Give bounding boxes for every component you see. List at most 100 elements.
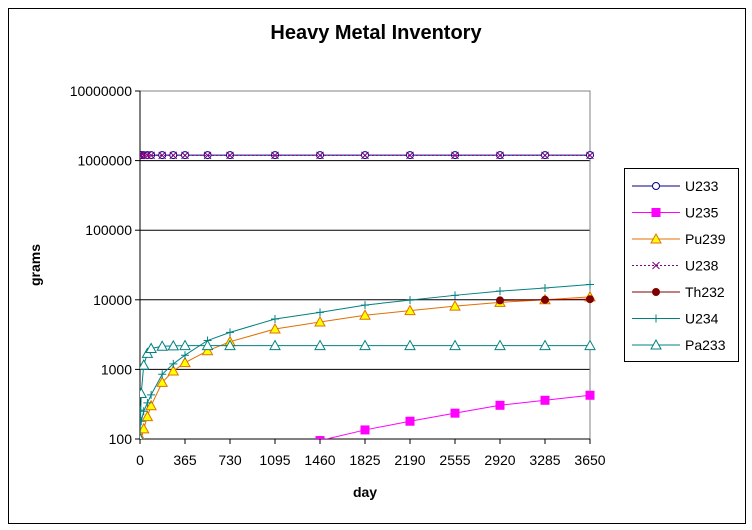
data-point-u238	[143, 151, 152, 160]
data-point-u234	[316, 308, 324, 317]
data-point-pa233	[539, 339, 551, 351]
data-point-pu239	[156, 376, 169, 387]
x-tick-label: 1825	[349, 452, 380, 468]
legend-item-u235: U235	[632, 205, 719, 221]
y-tick-label: 1000	[101, 361, 132, 377]
plot-frame	[139, 90, 591, 440]
data-point-pa233	[140, 432, 144, 439]
x-tick-label: 2920	[484, 452, 515, 468]
data-point-th232	[586, 295, 594, 304]
data-point-u238	[140, 151, 146, 160]
data-point-pa233	[224, 339, 236, 351]
series-line-u234	[140, 283, 591, 422]
y-tick-label: 100000	[85, 222, 132, 238]
chart-title: Heavy Metal Inventory	[270, 22, 482, 44]
legend-marker-u234	[652, 314, 660, 323]
data-point-u235	[495, 400, 505, 410]
data-point-u234	[586, 280, 594, 289]
legend-label-th232: Th232	[685, 284, 725, 300]
data-point-u238	[181, 151, 189, 160]
data-point-pa233	[404, 339, 416, 351]
legend: U233 U235 Pu239 U238 Th232 U234 Pa233	[624, 168, 739, 362]
data-point-u238	[451, 151, 459, 160]
y-axis-label: grams	[27, 244, 43, 286]
x-tick-label: 730	[218, 452, 242, 468]
data-point-pa233	[167, 339, 180, 351]
data-point-u238	[541, 151, 549, 160]
data-point-u238	[169, 151, 178, 160]
x-tick-label: 3650	[574, 452, 605, 468]
legend-label-pu239: Pu239	[685, 231, 726, 247]
data-point-u238	[316, 151, 324, 160]
data-point-u238	[140, 151, 148, 160]
data-point-u238	[586, 151, 594, 160]
data-point-pu239	[145, 399, 157, 411]
x-tick-label: 3285	[529, 452, 560, 468]
data-point-pa233	[145, 342, 157, 353]
data-point-u235	[450, 408, 460, 418]
legend-marker-pa233	[650, 338, 662, 350]
series-pa233	[140, 339, 596, 439]
data-point-pa233	[140, 387, 148, 399]
data-point-pa233	[156, 340, 169, 351]
legend-label-u238: U238	[685, 258, 719, 274]
data-point-u238	[406, 151, 414, 160]
legend-item-pa233: Pa233	[632, 337, 726, 353]
data-point-u234	[496, 287, 504, 296]
x-tick-label: 1460	[304, 452, 335, 468]
legend-item-u234: U234	[632, 311, 719, 327]
legend-item-th232: Th232	[632, 284, 725, 300]
series-u238	[140, 151, 594, 160]
series-u235	[315, 390, 595, 439]
data-point-pa233	[584, 339, 596, 351]
data-point-u234	[143, 398, 152, 407]
data-point-u235	[360, 425, 370, 435]
data-point-pu239	[359, 309, 371, 320]
y-tick-label: 10000	[93, 292, 132, 308]
data-point-u238	[271, 151, 279, 160]
data-point-u234	[147, 390, 156, 399]
x-tick-label: 2555	[439, 452, 470, 468]
x-tick-label: 365	[173, 452, 197, 468]
series-layer	[140, 151, 596, 439]
data-point-pu239	[167, 364, 180, 376]
legend-item-pu239: Pu239	[632, 231, 726, 247]
x-tick-label: 0	[136, 452, 144, 468]
y-tick-label: 10000000	[70, 83, 133, 99]
data-point-pa233	[179, 339, 191, 351]
data-point-u234	[406, 296, 414, 305]
data-point-u234	[158, 370, 167, 379]
data-point-u234	[451, 291, 459, 300]
legend-label-u234: U234	[685, 311, 719, 327]
data-point-th232	[541, 295, 549, 304]
x-axis-label: day	[353, 484, 377, 500]
data-point-pa233	[494, 339, 506, 351]
data-point-u235	[405, 416, 415, 426]
data-point-u234	[181, 351, 189, 360]
data-point-pu239	[201, 344, 214, 356]
data-point-pa233	[314, 339, 326, 351]
legend-svg: U233 U235 Pu239 U238 Th232 U234 Pa233	[632, 178, 726, 353]
legend-label-u233: U233	[685, 178, 719, 194]
series-th232	[496, 295, 594, 305]
data-point-pu239	[269, 323, 281, 334]
legend-item-u233: U233	[632, 178, 719, 194]
legend-marker-th232	[652, 288, 660, 296]
x-tick-label: 2190	[394, 452, 425, 468]
data-point-u234	[541, 283, 549, 292]
data-point-pa233	[140, 359, 150, 370]
legend-marker-u238	[652, 261, 660, 270]
data-point-u234	[361, 301, 369, 310]
grid-layer	[140, 90, 590, 370]
y-tick-label: 1000000	[77, 153, 132, 169]
legend-marker-u235	[651, 208, 661, 217]
data-point-pa233	[201, 339, 214, 351]
data-point-u238	[140, 151, 144, 160]
chart-area	[8, 8, 746, 524]
data-point-u238	[158, 151, 167, 160]
data-point-pu239	[314, 315, 326, 327]
legend-label-u235: U235	[685, 205, 719, 221]
series-pu239	[140, 290, 596, 439]
data-point-u234	[271, 314, 279, 323]
